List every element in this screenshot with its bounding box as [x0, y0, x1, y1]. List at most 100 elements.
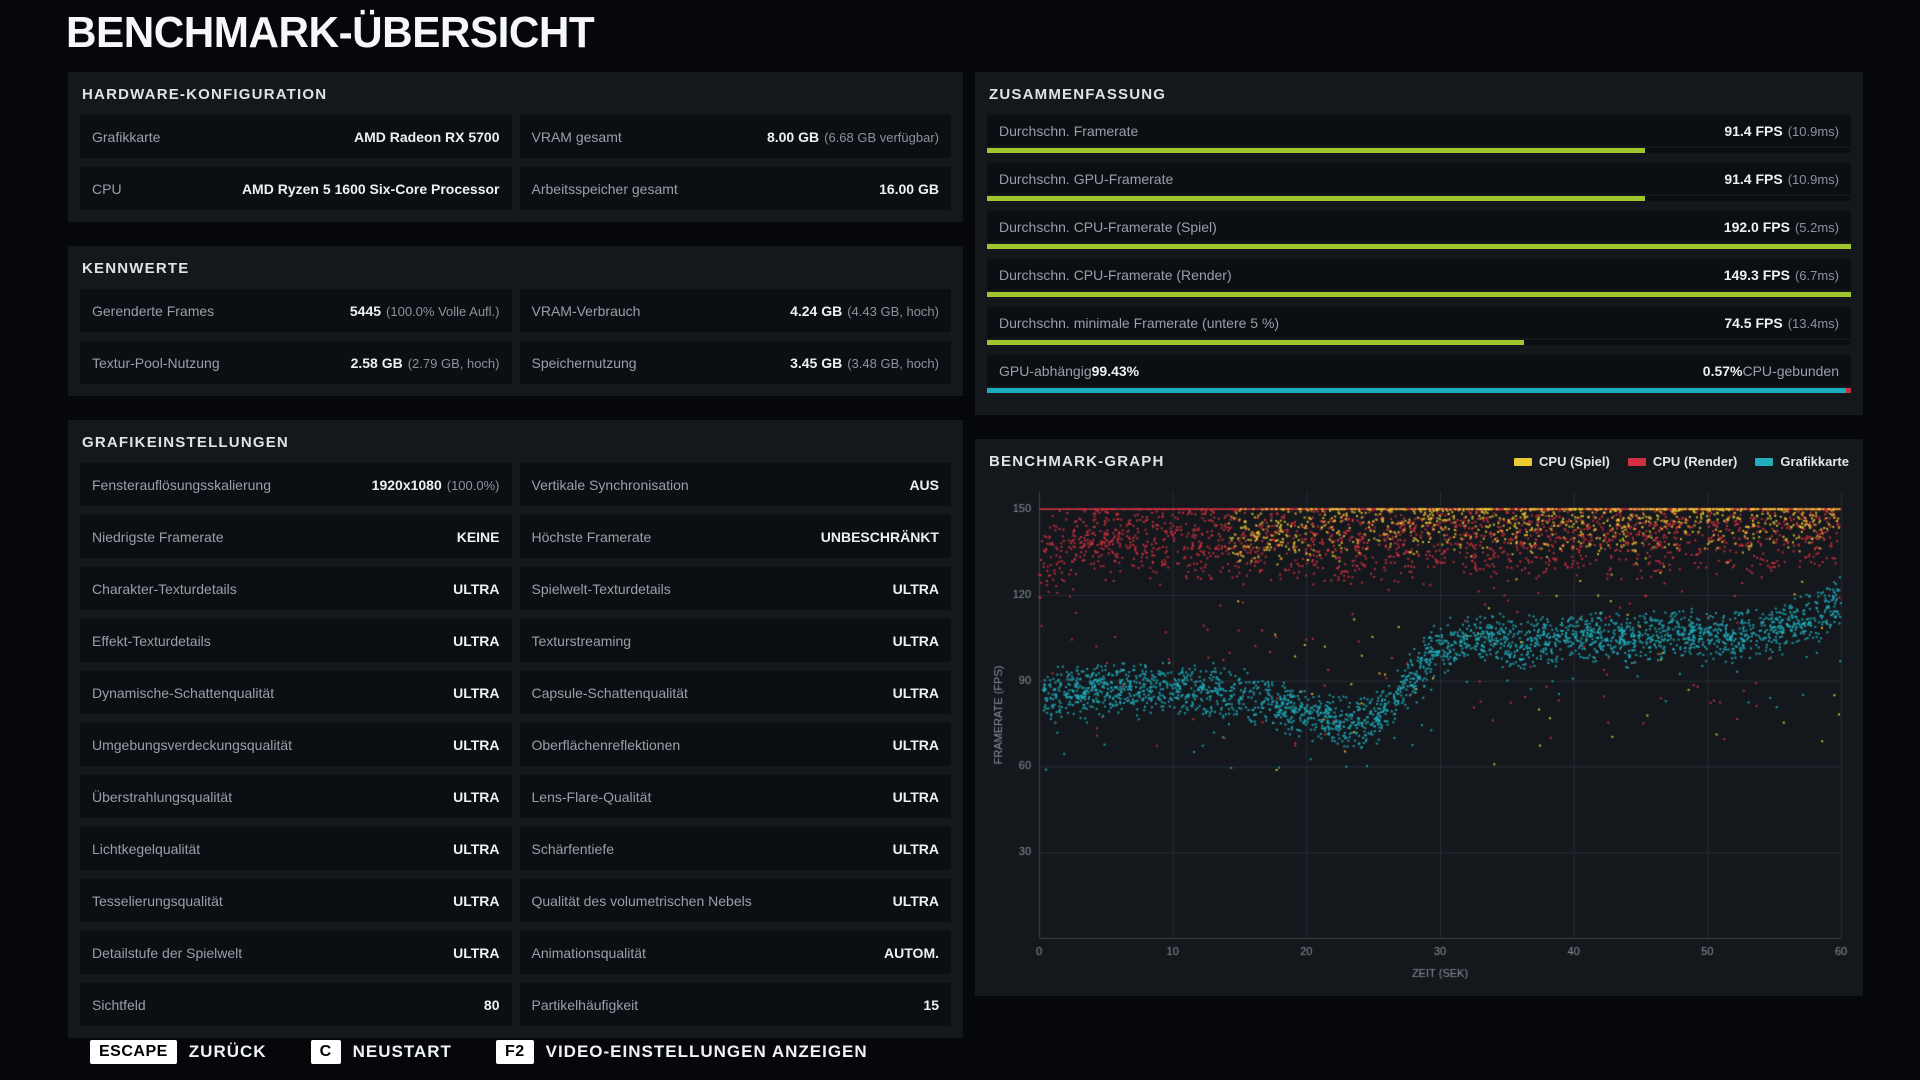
legend-item: Grafikkarte: [1755, 454, 1849, 469]
row-value-wrap: 4.24 GB (4.43 GB, hoch): [790, 303, 939, 319]
metric-value: 149.3 FPS: [1723, 266, 1790, 283]
metric-note: (13.4ms): [1787, 315, 1839, 331]
setting-row: Sichtfeld 80: [80, 983, 512, 1026]
row-value: ULTRA: [453, 736, 500, 753]
settings-panel-title: GRAFIKEINSTELLUNGEN: [82, 434, 289, 451]
metric-bar-fill: [987, 292, 1851, 297]
row-value: ULTRA: [892, 580, 939, 597]
row-note: (100.0% Volle Aufl.): [386, 303, 500, 319]
row-note: (3.48 GB, hoch): [847, 355, 939, 371]
row-label: Capsule-Schattenqualität: [531, 684, 688, 701]
row-value-wrap: ULTRA: [893, 633, 939, 649]
metric-label: Durchschn. CPU-Framerate (Spiel): [999, 218, 1217, 235]
setting-row: Umgebungsverdeckungsqualität ULTRA: [80, 723, 512, 766]
balance-right-value: 0.57%: [1702, 362, 1743, 379]
row-value-wrap: KEINE: [457, 529, 500, 545]
hardware-rows: Grafikkarte AMD Radeon RX 5700 VRAM gesamt…: [80, 115, 951, 210]
hardware-panel-title: HARDWARE-KONFIGURATION: [82, 86, 328, 103]
metric-value: 91.4 FPS: [1724, 170, 1783, 187]
metric-bar: [987, 244, 1851, 249]
metric-bar: [987, 196, 1851, 201]
row-value: ULTRA: [453, 840, 500, 857]
summary-panel: ZUSAMMENFASSUNG Durchschn. Framerate 91.4…: [975, 72, 1863, 415]
row-value: 1920x1080: [371, 476, 442, 493]
row-value-wrap: ULTRA: [893, 841, 939, 857]
balance-right: 0.57%CPU-gebunden: [1703, 363, 1839, 379]
setting-row: Dynamische-Schattenqualität ULTRA: [80, 671, 512, 714]
row-label: Dynamische-Schattenqualität: [92, 684, 275, 701]
row-value: 5445: [349, 302, 382, 319]
setting-row: Schärfentiefe ULTRA: [519, 827, 951, 870]
metric-label: Durchschn. GPU-Framerate: [999, 170, 1174, 187]
row-label: CPU: [92, 180, 122, 197]
hardware-row: Grafikkarte AMD Radeon RX 5700: [80, 115, 512, 158]
setting-row: Tesselierungsqualität ULTRA: [80, 879, 512, 922]
setting-row: Überstrahlungsqualität ULTRA: [80, 775, 512, 818]
setting-row: Oberflächenreflektionen ULTRA: [519, 723, 951, 766]
keyhint-c[interactable]: C NEUSTART: [310, 1040, 452, 1064]
balance-left-label: GPU-abhängig: [999, 362, 1092, 379]
balance-right-label: CPU-gebunden: [1742, 362, 1839, 379]
legend-item: CPU (Render): [1627, 454, 1737, 469]
row-label: Partikelhäufigkeit: [531, 996, 639, 1013]
metric-value: 192.0 FPS: [1723, 218, 1790, 235]
metric-box: Durchschn. CPU-Framerate (Render) 149.3 F…: [987, 259, 1851, 290]
right-column: ZUSAMMENFASSUNG Durchschn. Framerate 91.4…: [975, 72, 1863, 1020]
metric-note: (6.7ms): [1794, 267, 1839, 283]
setting-row: Lichtkegelqualität ULTRA: [80, 827, 512, 870]
legend-swatch-2: [1627, 457, 1646, 466]
kennwerte-panel-title: KENNWERTE: [82, 260, 190, 277]
metric-label: Durchschn. Framerate: [999, 122, 1139, 139]
row-value: AUTOM.: [884, 944, 939, 961]
row-value-wrap: ULTRA: [453, 633, 499, 649]
key-action-label: ZURÜCK: [188, 1042, 267, 1061]
row-value-wrap: 8.00 GB (6.68 GB verfügbar): [767, 129, 939, 145]
legend-label: Grafikkarte: [1780, 454, 1849, 469]
metric-value-wrap: 91.4 FPS (10.9ms): [1724, 123, 1839, 139]
metric-label: Durchschn. CPU-Framerate (Render): [999, 266, 1232, 283]
row-value-wrap: ULTRA: [453, 945, 499, 961]
metric-bar-fill: [987, 148, 1646, 153]
setting-row: Lens-Flare-Qualität ULTRA: [519, 775, 951, 818]
row-value-wrap: ULTRA: [893, 789, 939, 805]
key-badge: F2: [495, 1040, 534, 1064]
page-title: BENCHMARK-ÜBERSICHT: [66, 8, 595, 57]
row-value-wrap: AMD Radeon RX 5700: [354, 129, 499, 145]
graph-title: BENCHMARK-GRAPH: [989, 453, 1165, 470]
left-column: HARDWARE-KONFIGURATION Grafikkarte AMD Ra…: [68, 72, 963, 1062]
metric-value-wrap: 91.4 FPS (10.9ms): [1724, 171, 1839, 187]
row-label: Niedrigste Framerate: [92, 528, 224, 545]
legend-item: CPU (Spiel): [1514, 454, 1610, 469]
metric-box: Durchschn. GPU-Framerate 91.4 FPS (10.9ms): [987, 163, 1851, 194]
row-note: (2.79 GB, hoch): [407, 355, 500, 371]
setting-row: Charakter-Texturdetails ULTRA: [80, 567, 512, 610]
row-label: VRAM-Verbrauch: [531, 302, 641, 319]
metric-value-wrap: 74.5 FPS (13.4ms): [1724, 315, 1839, 331]
setting-row: Spielwelt-Texturdetails ULTRA: [519, 567, 951, 610]
row-value-wrap: AUS: [909, 477, 939, 493]
legend-label: CPU (Spiel): [1539, 454, 1610, 469]
summary-metric: Durchschn. CPU-Framerate (Spiel) 192.0 FP…: [987, 211, 1851, 249]
metric-bar-fill: [987, 340, 1524, 345]
metric-value-wrap: 149.3 FPS (6.7ms): [1724, 267, 1839, 283]
row-label: Tesselierungsqualität: [92, 892, 223, 909]
metric-bar: [987, 340, 1851, 345]
keyhint-f2[interactable]: F2 VIDEO-EINSTELLUNGEN ANZEIGEN: [495, 1040, 868, 1064]
row-label: Qualität des volumetrischen Nebels: [531, 892, 752, 909]
row-value: 2.58 GB: [350, 354, 403, 371]
keyhint-escape[interactable]: ESCAPE ZURÜCK: [90, 1040, 267, 1064]
legend-swatch-1: [1514, 457, 1533, 466]
row-label: VRAM gesamt: [531, 128, 622, 145]
row-value: 16.00 GB: [879, 180, 939, 197]
row-note: (4.43 GB, hoch): [847, 303, 939, 319]
legend-swatch-3: [1755, 457, 1774, 466]
row-value-wrap: ULTRA: [893, 737, 939, 753]
row-label: Speichernutzung: [531, 354, 637, 371]
settings-panel: GRAFIKEINSTELLUNGEN Fensterauflösungsska…: [68, 420, 963, 1038]
row-label: Arbeitsspeicher gesamt: [531, 180, 678, 197]
row-value-wrap: ULTRA: [453, 581, 499, 597]
footer-keybar: ESCAPE ZURÜCK C NEUSTART F2 VIDEO-EINSTELLUNG…: [90, 1040, 868, 1064]
row-value-wrap: 80: [484, 997, 500, 1013]
gpu-cpu-balance: GPU-abhängig99.43% 0.57%CPU-gebunden: [987, 355, 1851, 393]
metric-bar-fill: [987, 244, 1851, 249]
